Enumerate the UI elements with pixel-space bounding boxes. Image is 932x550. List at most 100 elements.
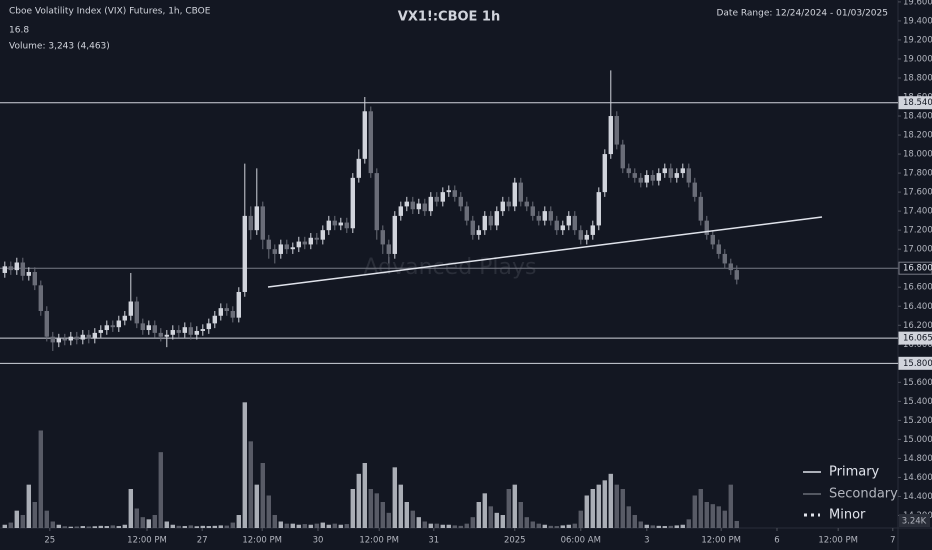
volume-bar — [524, 517, 529, 528]
chart-title: VX1!:CBOE 1h — [398, 10, 500, 25]
volume-bar — [638, 521, 643, 528]
volume-bar — [662, 526, 667, 528]
volume-bars — [2, 402, 739, 528]
candle-body — [500, 201, 505, 212]
y-tick-label: 18.200 — [903, 131, 932, 141]
volume-bar — [404, 502, 409, 528]
volume-bar — [32, 502, 37, 528]
candle-body — [362, 111, 367, 159]
candle-body — [8, 266, 13, 271]
volume-bar — [590, 489, 595, 528]
candle-body — [446, 190, 451, 193]
source-title: Cboe Volatility Index (VIX) Futures, 1h,… — [9, 7, 211, 17]
volume-bar — [584, 495, 589, 528]
candle-body — [14, 262, 19, 271]
candle-body — [668, 168, 673, 178]
candle-body — [302, 241, 307, 245]
candle-body — [188, 327, 193, 335]
candle-body — [86, 334, 91, 339]
y-tick-label: 19.400 — [903, 16, 932, 26]
volume-bar — [92, 526, 97, 528]
volume-bar — [464, 523, 469, 528]
volume-bar — [734, 520, 739, 528]
volume-bar — [386, 512, 391, 528]
candle-body — [716, 244, 721, 254]
x-tick-label: 30 — [313, 536, 324, 546]
volume-bar — [14, 510, 19, 528]
x-tick-label: 25 — [44, 536, 55, 546]
candle-body — [656, 173, 661, 181]
candle-body — [266, 239, 271, 250]
y-tick-label: 18.800 — [903, 73, 932, 83]
y-tick-label: 16.600 — [903, 283, 932, 293]
x-tick-label: 3 — [644, 536, 649, 546]
volume-bar — [596, 484, 601, 528]
y-tick-label: 18.000 — [903, 150, 932, 160]
candle-body — [278, 244, 283, 254]
volume-bar — [668, 525, 673, 528]
volume-bar — [728, 484, 733, 528]
x-tick-label: 12:00 PM — [701, 536, 741, 546]
candle-body — [254, 206, 259, 231]
candle-body — [212, 315, 217, 324]
volume-bar — [308, 524, 313, 528]
volume-bar — [494, 512, 499, 528]
candle-body — [584, 234, 589, 240]
candle-body — [326, 220, 331, 231]
candle-body — [26, 272, 31, 276]
volume-bar — [398, 484, 403, 528]
volume-bar — [356, 473, 361, 528]
volume-bar — [422, 521, 427, 528]
candle-body — [554, 220, 559, 231]
candle-body — [350, 177, 355, 229]
candle-body — [506, 201, 511, 207]
volume-bar — [506, 489, 511, 528]
candle-body — [296, 241, 301, 248]
volume-bar — [548, 525, 553, 528]
volume-bar — [86, 526, 91, 528]
volume-bar — [134, 508, 139, 528]
candle-body — [536, 215, 541, 221]
volume-bar — [110, 525, 115, 528]
volume-bar — [128, 489, 133, 528]
volume-bar — [122, 524, 127, 528]
y-tick-label: 15.600 — [903, 378, 932, 388]
volume-bar — [74, 526, 79, 528]
volume-bar — [500, 515, 505, 528]
volume-bar — [512, 484, 517, 528]
level-label-box — [898, 356, 932, 370]
level-label-box — [898, 261, 932, 275]
volume-bar — [38, 430, 43, 528]
volume-bar — [290, 523, 295, 528]
trend-line — [267, 216, 823, 288]
candle-body — [488, 215, 493, 226]
candle-body — [434, 196, 439, 202]
volume-bar — [446, 524, 451, 528]
x-tick-label: 12:00 PM — [127, 536, 167, 546]
volume-bar — [710, 504, 715, 528]
candle-body — [140, 323, 145, 331]
level-label: 16.800 — [903, 264, 932, 274]
volume-bar — [248, 441, 253, 528]
candle-body — [314, 237, 319, 240]
candle-body — [56, 338, 61, 343]
candle-body — [464, 206, 469, 221]
candle-body — [230, 311, 235, 318]
volume-bar — [692, 495, 697, 528]
candle-body — [284, 244, 289, 250]
candle-body — [92, 332, 97, 339]
candle-body — [80, 334, 85, 340]
candle-body — [122, 315, 127, 321]
x-tick-label: 31 — [428, 536, 439, 546]
volume-bar — [266, 495, 271, 528]
candle-body — [680, 168, 685, 174]
candle-body — [98, 330, 103, 333]
candle-body — [638, 177, 643, 183]
volume-bar — [470, 517, 475, 528]
candle-body — [392, 215, 397, 254]
volume-bar — [656, 525, 661, 528]
volume-bar — [566, 524, 571, 528]
candle-body — [104, 325, 109, 331]
